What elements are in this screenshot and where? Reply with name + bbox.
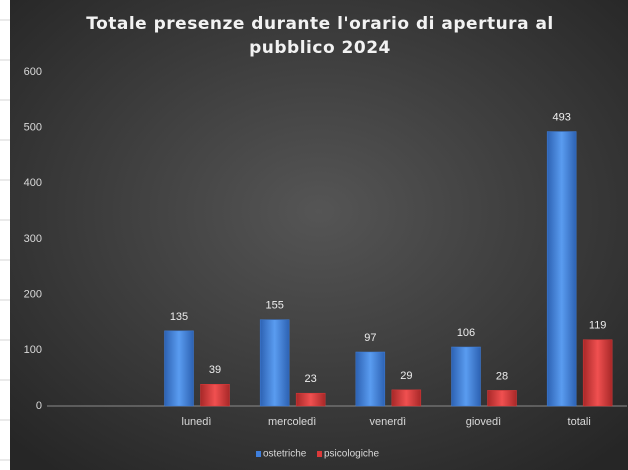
- value-label: 23: [305, 373, 317, 385]
- bar: [200, 384, 230, 407]
- value-label: 119: [589, 320, 607, 332]
- legend-label: ostetriche: [263, 449, 307, 460]
- value-label: 155: [265, 300, 283, 312]
- value-label: 106: [457, 327, 475, 339]
- x-tick-label: giovedì: [466, 416, 501, 428]
- x-tick-label: lunedì: [182, 416, 212, 428]
- bar: [546, 131, 577, 407]
- value-label: 39: [209, 364, 221, 376]
- value-label: 29: [400, 370, 412, 382]
- y-tick-label: 400: [24, 177, 42, 189]
- x-tick-label: totali: [568, 416, 591, 428]
- x-tick-label: venerdì: [369, 416, 406, 428]
- y-tick-label: 200: [24, 289, 42, 301]
- legend-swatch: [256, 451, 261, 457]
- value-label: 135: [170, 311, 188, 323]
- value-label: 97: [364, 332, 376, 344]
- bar: [295, 392, 326, 407]
- legend-label: psicologiche: [324, 449, 379, 460]
- bar: [451, 346, 481, 407]
- value-label: 28: [496, 370, 508, 382]
- bar: [391, 389, 422, 407]
- y-tick-label: 100: [24, 344, 42, 356]
- y-tick-label: 600: [24, 66, 42, 78]
- bar: [259, 319, 290, 407]
- bar: [582, 339, 613, 407]
- chart-title: Totale presenze durante l'orario di aper…: [86, 14, 554, 58]
- x-tick-label: mercoledì: [268, 416, 316, 428]
- bar: [487, 390, 517, 407]
- y-tick-label: 0: [36, 400, 42, 412]
- bar: [355, 351, 386, 407]
- bar: [164, 330, 194, 407]
- value-label: 493: [552, 111, 570, 123]
- sheet-grid: [0, 19, 10, 461]
- y-tick-label: 500: [24, 122, 42, 134]
- legend-swatch: [317, 451, 322, 457]
- chart-background: [10, 0, 628, 470]
- y-tick-label: 300: [24, 233, 42, 245]
